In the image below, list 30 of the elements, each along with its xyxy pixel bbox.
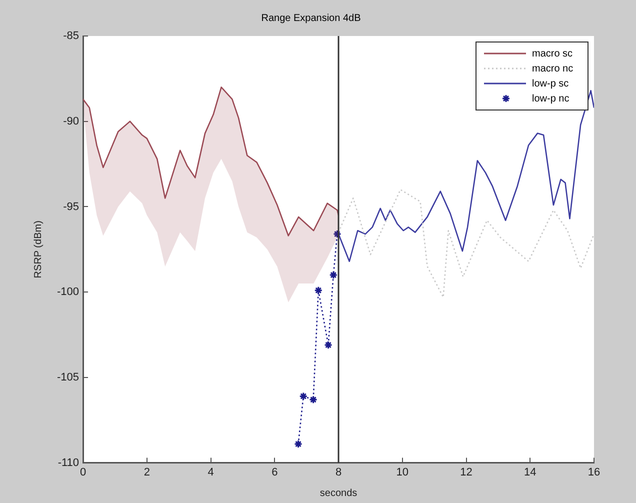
x-tick-label: 4: [208, 466, 214, 478]
point: [332, 230, 342, 238]
y-axis-title: RSRP (dBm): [32, 220, 44, 278]
chart-title: Range Expansion 4dB: [261, 12, 362, 24]
x-tick-label: 10: [396, 466, 409, 478]
x-tick-label: 8: [335, 466, 342, 478]
y-tick-label: -85: [63, 30, 80, 42]
x-tick-label: 2: [144, 466, 150, 478]
point: [299, 392, 308, 400]
x-tick-label: 14: [524, 466, 536, 478]
y-tick-label: -100: [56, 286, 80, 298]
x-tick-label: 12: [460, 466, 472, 478]
point: [294, 440, 303, 448]
line-series: [338, 189, 594, 298]
x-axis-title: seconds: [320, 488, 358, 499]
legend-label: low-p sc: [532, 78, 569, 90]
legend-label: macro nc: [532, 63, 574, 74]
legend-label: macro sc: [532, 48, 573, 60]
legend-label: low-p nc: [532, 93, 570, 104]
y-tick-label: -95: [63, 200, 80, 213]
point: [314, 286, 323, 295]
y-tick-label: -90: [63, 115, 80, 128]
x-tick-label: 6: [272, 466, 278, 478]
y-tick-label: -105: [56, 371, 80, 384]
x-tick-label: 0: [80, 466, 86, 478]
point: [309, 395, 318, 404]
x-tick-label: 16: [588, 466, 600, 478]
point: [329, 270, 338, 280]
y-tick-label: -110: [58, 456, 80, 469]
point: [324, 340, 333, 350]
